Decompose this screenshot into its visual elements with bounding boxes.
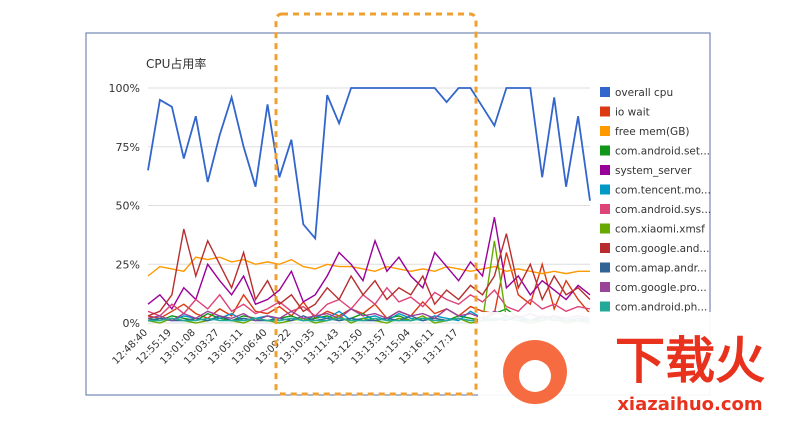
series-line <box>147 252 591 320</box>
series-line <box>147 256 590 277</box>
legend-swatch <box>600 262 610 273</box>
y-tick-label: 25% <box>116 258 140 271</box>
legend-label: com.tencent.mo... <box>615 185 711 197</box>
watermark-url: xiazaihuo.com <box>617 394 762 415</box>
legend-label: system_server <box>615 165 692 177</box>
legend-label: com.android.set... <box>615 146 710 158</box>
legend-swatch <box>600 184 610 195</box>
legend-swatch <box>600 243 610 253</box>
y-tick-label: 75% <box>116 141 140 154</box>
legend-swatch <box>600 223 610 234</box>
legend-swatch <box>600 126 610 136</box>
y-tick-label: 50% <box>116 200 140 213</box>
series-line <box>147 87 591 241</box>
legend-label: com.google.and... <box>615 243 709 255</box>
series-line <box>147 286 591 317</box>
legend-swatch <box>600 204 610 214</box>
y-tick-label: 100% <box>109 82 140 95</box>
legend-label: com.android.ph... <box>615 302 707 314</box>
watermark: 下载火 xiazaihuo.com <box>478 312 800 418</box>
watermark-text: 下载火 <box>615 332 765 390</box>
legend-swatch <box>600 282 610 292</box>
legend-swatch <box>600 106 610 117</box>
legend-label: free mem(GB) <box>615 126 690 138</box>
legend-swatch <box>600 301 610 312</box>
series-line <box>147 228 591 317</box>
legend-swatch <box>600 87 610 97</box>
legend-swatch <box>600 165 610 175</box>
legend-label: io wait <box>615 107 650 119</box>
legend-swatch <box>600 145 610 156</box>
legend-label: overall cpu <box>615 87 673 99</box>
chart-title: CPU占用率 <box>146 56 206 71</box>
legend-label: com.xiaomi.xmsf <box>615 224 705 236</box>
legend-label: com.android.sys... <box>615 204 711 216</box>
y-tick-label: 0% <box>123 317 140 330</box>
watermark-logo-inner <box>519 360 551 392</box>
highlight-box <box>274 12 478 396</box>
legend-label: com.amap.andr... <box>615 263 707 275</box>
legend-label: com.google.pro... <box>615 282 707 294</box>
